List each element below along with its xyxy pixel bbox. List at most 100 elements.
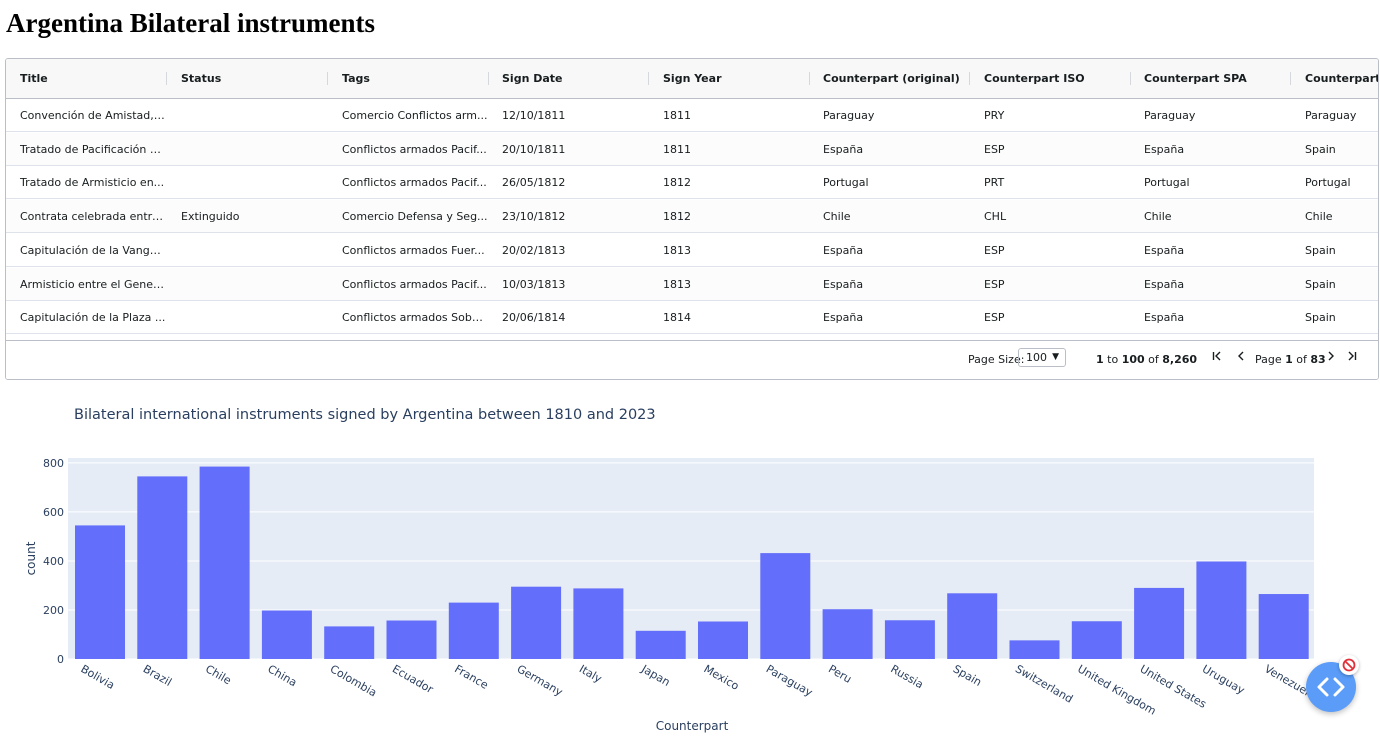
bar-chile[interactable]	[199, 466, 250, 659]
cell-status[interactable]	[167, 133, 327, 166]
cell-status[interactable]	[167, 166, 327, 199]
cell-counterpart-spa[interactable]: España	[1144, 243, 1185, 257]
cell-counterpart-spa[interactable]: Chile	[1144, 210, 1172, 224]
bar-united-states[interactable]	[1134, 587, 1185, 659]
cell-counterpart-spa[interactable]: Portugal	[1144, 176, 1190, 190]
cell-counterpart-en[interactable]: Paraguay	[1305, 109, 1357, 122]
table-row[interactable]: Convención de Amistad, ... Comercio Confl…	[6, 99, 1378, 132]
cell-counterpart-en[interactable]: Spain	[1305, 311, 1336, 325]
cell-tags[interactable]: Conflictos armados Pacif...	[342, 176, 487, 190]
bar-china[interactable]	[261, 610, 312, 659]
bar-colombia[interactable]	[324, 626, 375, 659]
cell-sign-year[interactable]: 1811	[663, 142, 691, 156]
cell-tags[interactable]: Conflictos armados Pacif...	[342, 142, 487, 156]
bar-france[interactable]	[448, 602, 499, 659]
cell-sign-date[interactable]: 10/03/1813	[502, 277, 566, 291]
cell-title[interactable]: Convención de Amistad, ...	[20, 109, 166, 122]
cell-sign-year[interactable]: 1811	[663, 109, 691, 122]
cell-counterpart-iso[interactable]: ESP	[984, 243, 1005, 257]
cell-counterpart-en[interactable]: Spain	[1305, 277, 1336, 291]
cell-counterpart-iso[interactable]: ESP	[984, 277, 1005, 291]
cell-sign-date[interactable]: 12/10/1811	[502, 109, 566, 122]
first-page-icon[interactable]	[1212, 350, 1222, 365]
cell-counterpart-original[interactable]: España	[823, 277, 864, 291]
cell-status[interactable]	[167, 268, 327, 301]
cell-sign-year[interactable]: 1812	[663, 210, 691, 224]
cell-sign-year[interactable]: 1813	[663, 243, 691, 257]
bar-mexico[interactable]	[698, 621, 748, 659]
bar-chart[interactable]: Bilateral international instruments sign…	[0, 390, 1380, 736]
cell-title[interactable]: Capitulación de la Plaza ...	[20, 311, 166, 325]
cell-tags[interactable]: Comercio Defensa y Seg...	[342, 210, 488, 224]
table-row[interactable]: Contrata celebrada entre... Extinguido Com…	[6, 200, 1378, 234]
cell-counterpart-spa[interactable]: España	[1144, 142, 1185, 156]
cell-counterpart-iso[interactable]: PRT	[984, 176, 1005, 190]
cell-counterpart-spa[interactable]: Paraguay	[1144, 109, 1196, 122]
cell-tags[interactable]: Conflictos armados Fuer...	[342, 243, 485, 257]
grid-body[interactable]: Convención de Amistad, ... Comercio Confl…	[6, 99, 1378, 335]
bar-bolivia[interactable]	[75, 525, 125, 659]
page-size-select[interactable]: 100 ▼	[1018, 348, 1066, 367]
cell-title[interactable]: Armisticio entre el Gener...	[20, 277, 166, 291]
cell-counterpart-original[interactable]: España	[823, 311, 864, 325]
cell-sign-year[interactable]: 1812	[663, 176, 691, 190]
cell-counterpart-iso[interactable]: PRY	[984, 109, 1005, 122]
bar-uruguay[interactable]	[1196, 561, 1247, 659]
cell-status[interactable]	[167, 301, 327, 334]
cell-title[interactable]: Contrata celebrada entre...	[20, 210, 166, 224]
column-header-title[interactable]: Title	[20, 72, 48, 85]
cell-status[interactable]	[167, 99, 327, 132]
bar-russia[interactable]	[884, 620, 935, 659]
bar-spain[interactable]	[947, 593, 998, 659]
column-header-sign-date[interactable]: Sign Date	[502, 72, 563, 85]
column-header-status[interactable]: Status	[181, 72, 222, 85]
cell-counterpart-spa[interactable]: España	[1144, 277, 1185, 291]
bar-switzerland[interactable]	[1009, 640, 1060, 659]
cell-counterpart-en[interactable]: Chile	[1305, 210, 1333, 224]
cell-counterpart-iso[interactable]: ESP	[984, 142, 1005, 156]
cell-title[interactable]: Tratado de Armisticio en...	[20, 176, 165, 190]
bar-brazil[interactable]	[137, 476, 188, 659]
cell-counterpart-original[interactable]: España	[823, 142, 864, 156]
cell-counterpart-en[interactable]: Spain	[1305, 243, 1336, 257]
column-header-sign-year[interactable]: Sign Year	[663, 72, 722, 85]
bar-united-kingdom[interactable]	[1071, 621, 1122, 659]
cell-title[interactable]: Tratado de Pacificación e...	[20, 142, 166, 156]
column-header-counterpart-en[interactable]: Counterpart EN	[1305, 72, 1379, 85]
bar-venezuela[interactable]	[1258, 594, 1309, 659]
cell-counterpart-en[interactable]: Spain	[1305, 142, 1336, 156]
last-page-icon[interactable]	[1347, 350, 1357, 365]
cell-sign-date[interactable]: 26/05/1812	[502, 176, 566, 190]
cell-counterpart-en[interactable]: Portugal	[1305, 176, 1351, 190]
cell-counterpart-iso[interactable]: ESP	[984, 311, 1005, 325]
cell-counterpart-iso[interactable]: CHL	[984, 210, 1007, 224]
cell-counterpart-spa[interactable]: España	[1144, 311, 1185, 325]
column-header-counterpart-iso[interactable]: Counterpart ISO	[984, 72, 1085, 85]
table-row[interactable]: Tratado de Pacificación e... Conflictos a…	[6, 132, 1378, 166]
cell-status[interactable]	[167, 234, 327, 267]
cell-counterpart-original[interactable]: Paraguay	[823, 109, 875, 122]
cell-sign-year[interactable]: 1813	[663, 277, 691, 291]
column-header-counterpart-spa[interactable]: Counterpart SPA	[1144, 72, 1247, 85]
table-row[interactable]: Capitulación de la Vangu... Conflictos ar…	[6, 234, 1378, 267]
cell-sign-date[interactable]: 20/10/1811	[502, 142, 566, 156]
table-row[interactable]: Tratado de Armisticio en... Conflictos ar…	[6, 166, 1378, 200]
cell-sign-date[interactable]: 23/10/1812	[502, 210, 566, 224]
cell-counterpart-original[interactable]: España	[823, 243, 864, 257]
cell-sign-date[interactable]: 20/06/1814	[502, 311, 566, 325]
cell-tags[interactable]: Conflictos armados Sobe...	[342, 311, 488, 325]
cell-status[interactable]: Extinguido	[181, 210, 240, 224]
cell-tags[interactable]: Conflictos armados Pacif...	[342, 277, 487, 291]
bar-peru[interactable]	[822, 609, 873, 659]
cell-tags[interactable]: Comercio Conflictos arm...	[342, 109, 488, 122]
bar-germany[interactable]	[511, 586, 562, 659]
column-header-tags[interactable]: Tags	[342, 72, 370, 85]
column-header-counterpart-original[interactable]: Counterpart (original)	[823, 72, 960, 85]
cell-sign-year[interactable]: 1814	[663, 311, 691, 325]
cell-title[interactable]: Capitulación de la Vangu...	[20, 243, 166, 257]
next-page-icon[interactable]	[1326, 350, 1336, 365]
table-row[interactable]: Capitulación de la Plaza ... Conflictos a…	[6, 301, 1378, 335]
blocked-badge[interactable]	[1339, 655, 1359, 675]
cell-sign-date[interactable]: 20/02/1813	[502, 243, 566, 257]
table-row[interactable]: Armisticio entre el Gener... Conflictos a…	[6, 267, 1378, 301]
